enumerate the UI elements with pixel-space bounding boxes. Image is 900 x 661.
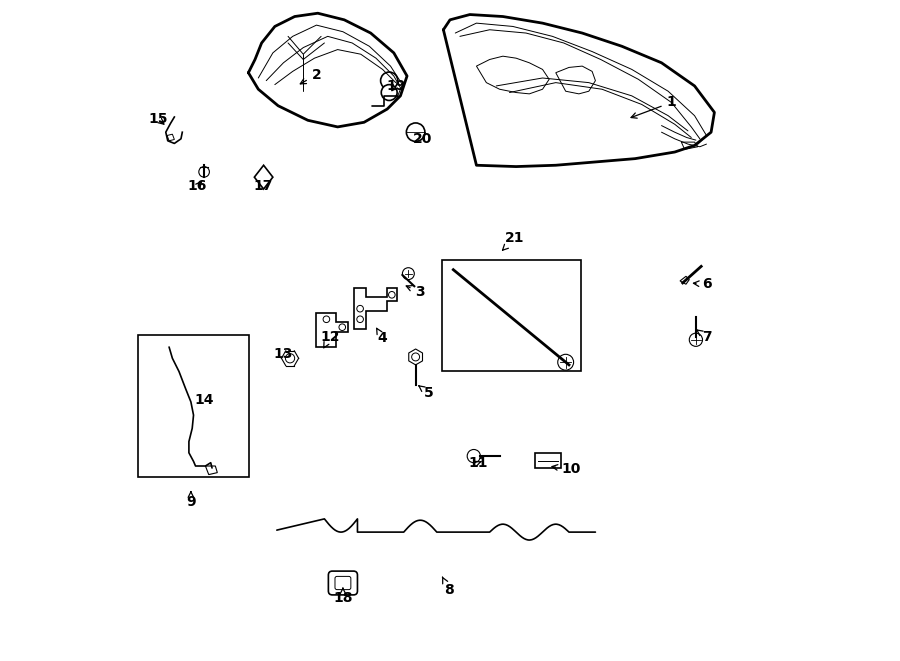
Text: 6: 6 bbox=[693, 277, 711, 292]
Circle shape bbox=[389, 292, 395, 298]
Text: 9: 9 bbox=[186, 492, 195, 510]
Text: 8: 8 bbox=[443, 577, 454, 597]
Polygon shape bbox=[680, 276, 689, 284]
Circle shape bbox=[356, 316, 364, 323]
Text: 10: 10 bbox=[552, 462, 581, 477]
Circle shape bbox=[323, 316, 329, 323]
Text: 17: 17 bbox=[254, 179, 274, 194]
Bar bbox=[535, 453, 561, 468]
Text: 12: 12 bbox=[320, 330, 339, 348]
Text: 5: 5 bbox=[418, 385, 434, 401]
Text: 13: 13 bbox=[274, 346, 293, 361]
Text: 15: 15 bbox=[148, 112, 167, 126]
Circle shape bbox=[467, 449, 481, 463]
Circle shape bbox=[402, 268, 414, 280]
Circle shape bbox=[199, 167, 210, 177]
Polygon shape bbox=[205, 466, 217, 475]
Polygon shape bbox=[317, 313, 348, 347]
Circle shape bbox=[381, 72, 398, 89]
Text: 21: 21 bbox=[502, 231, 525, 251]
Circle shape bbox=[285, 354, 294, 363]
Text: 18: 18 bbox=[333, 588, 353, 605]
Text: 4: 4 bbox=[376, 329, 388, 346]
Text: 14: 14 bbox=[194, 393, 214, 407]
Bar bbox=[442, 260, 580, 371]
Text: 19: 19 bbox=[386, 79, 406, 93]
Polygon shape bbox=[409, 349, 422, 365]
Text: 3: 3 bbox=[406, 285, 425, 299]
Polygon shape bbox=[167, 134, 175, 141]
Circle shape bbox=[339, 324, 346, 330]
Circle shape bbox=[411, 353, 419, 361]
Circle shape bbox=[689, 333, 703, 346]
Text: 11: 11 bbox=[469, 455, 488, 470]
Text: 7: 7 bbox=[697, 330, 711, 344]
Text: 20: 20 bbox=[412, 132, 432, 146]
Circle shape bbox=[558, 354, 573, 370]
Polygon shape bbox=[476, 56, 549, 94]
Text: 16: 16 bbox=[188, 179, 207, 194]
Circle shape bbox=[382, 85, 397, 100]
Text: 1: 1 bbox=[631, 95, 676, 118]
Bar bbox=[138, 335, 249, 477]
Polygon shape bbox=[681, 142, 698, 149]
Circle shape bbox=[356, 305, 364, 312]
Polygon shape bbox=[556, 66, 596, 94]
Text: 2: 2 bbox=[301, 67, 321, 84]
Polygon shape bbox=[255, 165, 273, 189]
Polygon shape bbox=[355, 288, 397, 329]
Circle shape bbox=[407, 123, 425, 141]
